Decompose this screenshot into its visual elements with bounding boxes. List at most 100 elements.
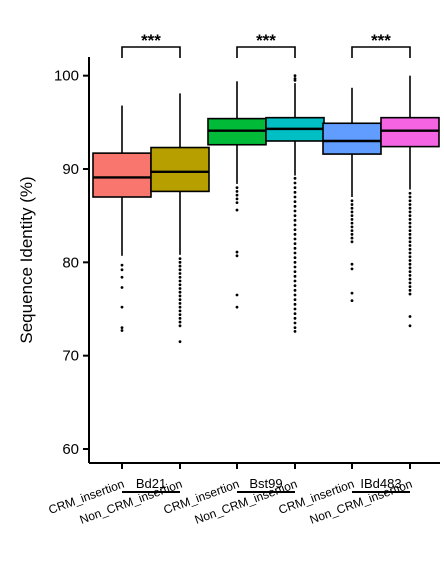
outlier-point (178, 320, 182, 324)
outlier-point (178, 316, 182, 320)
outlier-point (350, 267, 354, 271)
outlier-point (178, 287, 182, 290)
outlier-point (350, 229, 354, 233)
outlier-point (178, 272, 182, 275)
outlier-point (350, 236, 354, 240)
outlier-point (293, 228, 297, 232)
outlier-point (293, 232, 297, 236)
y-tick-label: 80 (62, 254, 79, 271)
outlier-point (120, 326, 124, 330)
outlier-point (293, 242, 297, 246)
outlier-point (408, 277, 412, 281)
outlier-point (408, 232, 412, 236)
outlier-point (408, 240, 412, 244)
outlier-point (293, 204, 297, 208)
outlier-point (350, 225, 354, 229)
outlier-point (178, 340, 182, 344)
outlier-point (293, 298, 297, 302)
outlier-point (408, 259, 412, 262)
outlier-point (178, 264, 182, 268)
outlier-point (293, 214, 297, 218)
outlier-point (235, 190, 239, 193)
outlier-point (120, 329, 124, 332)
outlier-point (408, 315, 412, 318)
outlier-point (408, 288, 412, 292)
significance-bracket (121, 46, 181, 58)
outlier-point (408, 281, 412, 285)
group-label: IBd483 (360, 476, 401, 491)
outlier-point (408, 255, 412, 259)
outlier-point (293, 186, 297, 190)
iqr-box (380, 116, 440, 148)
significance-bracket (236, 46, 296, 58)
outlier-point (178, 290, 182, 294)
outlier-point (350, 214, 354, 218)
outlier-point (235, 186, 239, 190)
outlier-point (235, 208, 239, 212)
outlier-point (408, 270, 412, 274)
outlier-point (235, 201, 239, 205)
y-tick-label: 60 (62, 441, 79, 458)
outlier-point (293, 251, 297, 255)
outlier-point (293, 237, 297, 241)
y-tick-label: 100 (54, 68, 79, 85)
outlier-point (408, 218, 412, 221)
outlier-point (350, 221, 354, 225)
outlier-point (350, 218, 354, 221)
outlier-point (350, 232, 354, 236)
outlier-point (293, 293, 297, 297)
outlier-point (178, 257, 182, 260)
outlier-point (120, 268, 124, 272)
outlier-point (235, 293, 239, 297)
outlier-point (293, 270, 297, 274)
significance-label: *** (371, 31, 391, 50)
outlier-point (408, 229, 412, 233)
outlier-point (293, 288, 297, 292)
box-bst99-crm-insertion: CRM_insertion (162, 81, 267, 517)
outlier-point (408, 274, 412, 277)
outlier-point (178, 260, 182, 264)
significance-label: *** (256, 31, 276, 50)
outlier-point (293, 256, 297, 260)
outlier-point (178, 313, 182, 316)
outlier-point (235, 193, 239, 197)
box-ibd483-crm-insertion: CRM_insertion (277, 87, 382, 517)
outlier-point (408, 221, 412, 225)
outlier-point (408, 292, 412, 296)
outlier-point (408, 214, 412, 218)
iqr-box (92, 152, 152, 198)
significance-label: *** (141, 31, 161, 50)
outlier-point (350, 240, 354, 244)
outlier-point (293, 284, 297, 288)
outlier-point (293, 316, 297, 320)
outlier-point (408, 210, 412, 214)
outlier-point (408, 191, 412, 195)
iqr-box (150, 146, 210, 193)
y-tick-label: 90 (62, 161, 79, 178)
outlier-point (293, 200, 297, 204)
outlier-point (293, 176, 297, 180)
outlier-point (178, 275, 182, 279)
outlier-point (293, 321, 297, 325)
outlier-point (408, 195, 412, 199)
outlier-point (350, 299, 354, 302)
outlier-point (293, 274, 297, 278)
outlier-point (178, 324, 182, 328)
outlier-point (293, 78, 297, 82)
outlier-point (235, 254, 239, 258)
outlier-point (408, 247, 412, 251)
outlier-point (408, 324, 412, 328)
outlier-point (350, 262, 354, 266)
outlier-point (178, 309, 182, 313)
outlier-point (408, 199, 412, 203)
outlier-point (178, 279, 182, 283)
outlier-point (235, 197, 239, 201)
outlier-point (293, 330, 297, 333)
outlier-point (293, 209, 297, 213)
outlier-point (178, 305, 182, 309)
outlier-point (408, 244, 412, 247)
group-label: Bst99 (249, 476, 282, 491)
outlier-point (293, 279, 297, 283)
outlier-point (293, 260, 297, 264)
